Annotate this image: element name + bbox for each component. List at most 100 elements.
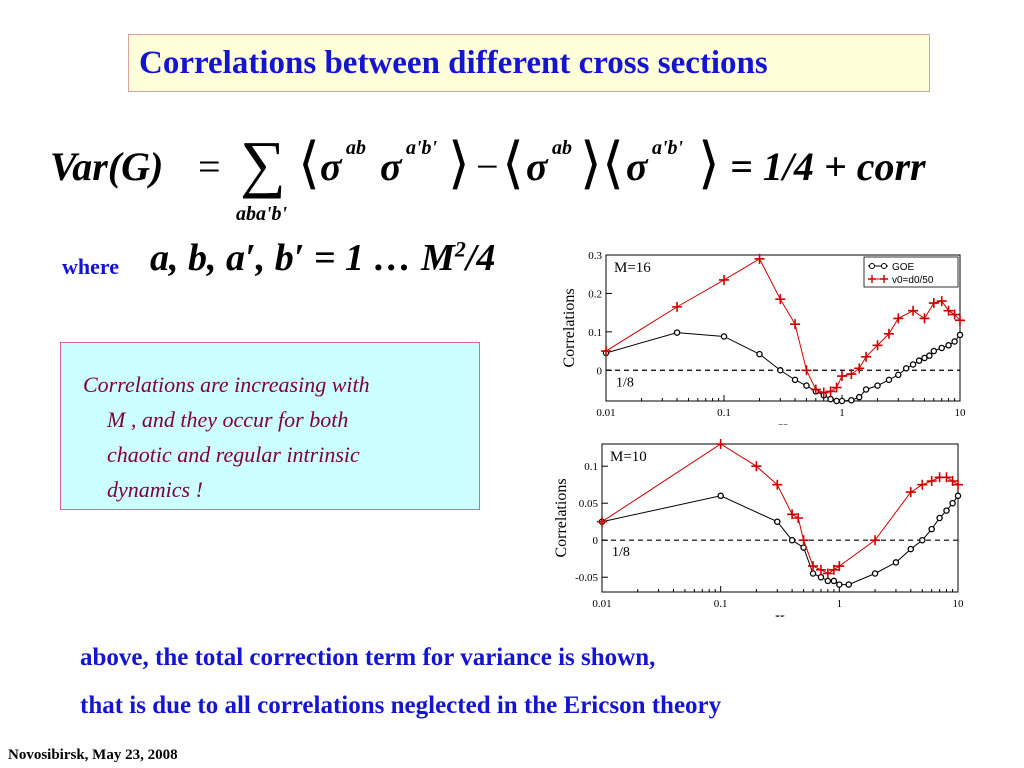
chart0-series-1-point (919, 313, 930, 324)
chart0-series-0-point (926, 352, 933, 359)
chart1-reference-label: 1/8 (612, 545, 630, 560)
chart0-series-0-point (909, 361, 917, 368)
chart1-series-0-point (907, 545, 915, 553)
chart1-series-1-point (715, 439, 726, 449)
chart1-annotation: M=10 (610, 449, 647, 465)
chart1-series-0-point (936, 514, 943, 522)
chart1-ylabel: Correlations (553, 478, 570, 557)
chart0-series-0-point (673, 329, 681, 336)
chart0-series-1-point (955, 315, 965, 326)
formula-sup-ab-1: ab (346, 137, 366, 159)
formula-sum-subscript: aba'b' (236, 203, 288, 225)
note-line-1: Correlations are increasing with (83, 372, 370, 397)
chart1-series-0-point (949, 499, 956, 507)
chart0-series-0-point (791, 376, 799, 384)
chart0-series-0-point (833, 397, 840, 405)
chart0-ytick-label-0: 0 (597, 365, 603, 377)
chart0-annotation: M=16 (614, 260, 651, 276)
chart0-xtick-label-0: 0.01 (596, 407, 615, 419)
chart1-ytick-label-0: -0.05 (575, 572, 598, 584)
chart0-series-1-point (893, 313, 904, 324)
formula-sigma-3: σ (526, 144, 548, 189)
chart0-series-1-point (825, 386, 836, 397)
chart1-series-0-point (788, 536, 796, 544)
chart0-series-0-point (930, 347, 938, 355)
note-line-2: M , and they occur for both (107, 407, 349, 432)
note-line-4: dynamics ! (107, 477, 203, 502)
chart0-series-1-point (754, 253, 765, 264)
chart1-series-0-point (954, 492, 962, 500)
chart0-ylabel: Correlations (561, 288, 578, 367)
chart0-ytick-label-2: 0.2 (588, 288, 602, 300)
chart0-legend-box (863, 256, 959, 288)
chart0-series-1-point (719, 274, 729, 285)
chart0-series-0-point (756, 350, 763, 358)
note-line-3: chaotic and regular intrinsic (107, 442, 360, 467)
chart0-legend-label-0: GOE (892, 262, 915, 273)
chart1-series-0-point (871, 570, 879, 577)
formula-bracket-open-3: ⟨ (602, 133, 624, 195)
chart0-xtick-label-1: 0.1 (717, 407, 731, 419)
chart1-series-1-point (828, 564, 839, 575)
formula-rhs: = 1/4 + corr (730, 144, 926, 189)
chart-m16: 1/8 M=16 0.01 0.1 1 10 κ 0 0.1 0.2 0.3 Correlations… (560, 240, 980, 425)
chart1-series-0-point (845, 581, 852, 588)
caption-line-2: that is due to all correlations neglecte… (80, 692, 722, 719)
slide-title-text: Correlations between different cross sec… (139, 44, 768, 81)
formula-sup-apbp-2: a'b' (652, 137, 684, 159)
chart0-series-0-point (855, 393, 863, 401)
chart1-series-1-point (953, 479, 963, 490)
chart0-series-1-point (883, 328, 894, 339)
chart0-series-1-point (837, 371, 847, 382)
formula-sigma-4: σ (626, 144, 648, 189)
where-math-range: a, b, a′, b′ = 1 … M (150, 237, 455, 279)
chart0-series-1-point (818, 387, 829, 398)
chart0-xtick-label-2: 1 (839, 407, 845, 419)
chart1-series-0-point (892, 559, 900, 566)
chart0-series-0-point (885, 376, 893, 384)
chart1-xtick-label-2: 1 (837, 598, 843, 610)
chart0-ytick-label-3: 0.3 (588, 250, 602, 262)
formula-sup-apbp-1: a'b' (406, 137, 438, 159)
chart0-xlabel: κ (778, 418, 788, 425)
note-box: Correlations are increasing with M , and… (60, 342, 480, 510)
chart1-series-1-point (815, 564, 826, 575)
caption-line-1: above, the total correction term for var… (80, 644, 656, 671)
formula-sigma-1: σ (320, 144, 342, 189)
chart1-series-0-point (824, 577, 832, 585)
chart0-series-0-point (915, 357, 923, 364)
chart1-series-1-point (905, 487, 916, 498)
formula-sigma-2: σ (380, 144, 402, 189)
chart0-xtick-label-3: 10 (955, 407, 967, 419)
chart0-series-1-point (601, 346, 611, 357)
chart0-series-1-point (846, 369, 857, 380)
chart1-series-1-point (941, 472, 952, 483)
chart0-legend-marker-0 (881, 263, 887, 269)
chart0-ytick-label-1: 0.1 (588, 327, 602, 339)
chart1-series-0-point (928, 525, 935, 533)
where-math-tail: /4 (465, 237, 496, 279)
chart0-legend-label-1: v0=d0/50 (892, 275, 934, 286)
chart0-series-1-point (928, 298, 939, 309)
chart0-series-0-point (848, 396, 855, 404)
chart1-series-0-point (817, 573, 825, 581)
chart0-series-0-point (827, 395, 834, 403)
formula-minus: − (476, 144, 499, 189)
chart1-xtick-label-0: 0.01 (592, 598, 611, 610)
chart1-series-0-point (809, 570, 817, 577)
chart1-xtick-label-3: 10 (953, 598, 965, 610)
chart0-series-0-point (956, 331, 964, 339)
chart0-series-1-point (943, 305, 954, 316)
chart0-legend-marker-0 (869, 263, 875, 269)
slide-title: Correlations between different cross sec… (128, 34, 930, 92)
chart0-series-0-point (895, 371, 902, 379)
chart0-series-0-point (777, 367, 784, 374)
chart0-series-0-point (803, 382, 810, 389)
chart0-series-1-point (854, 363, 865, 374)
chart1-series-1-point (597, 516, 607, 527)
chart0-series-1-point (790, 319, 801, 330)
chart1-series-1-point (926, 476, 937, 486)
chart1-series-1-point (751, 461, 762, 472)
variance-formula: Var(G) = ∑ aba'b' ⟨ σ ab σ a'b' ⟩ − ⟨ σ … (50, 125, 980, 235)
chart1-series-0-point (943, 507, 950, 514)
